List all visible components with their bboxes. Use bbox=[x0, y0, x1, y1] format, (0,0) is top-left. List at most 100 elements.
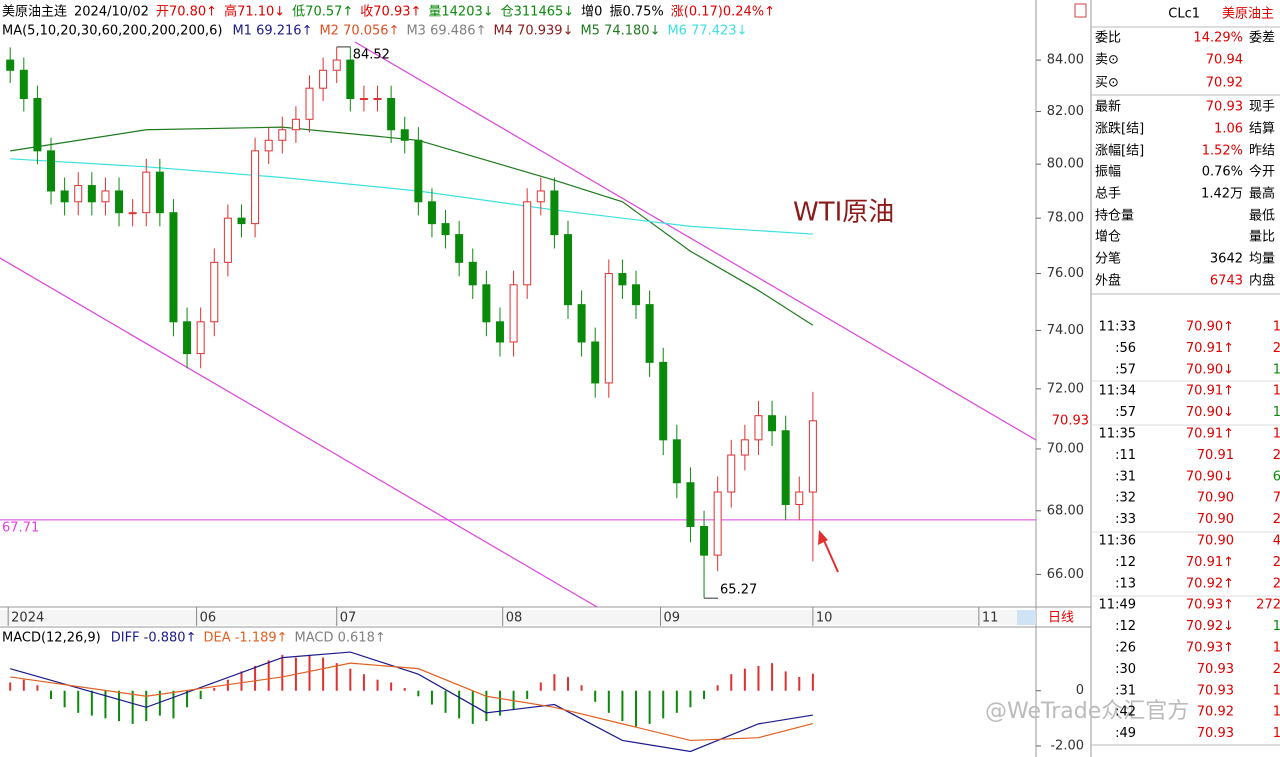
y-tick-label: 84.00 bbox=[1047, 53, 1084, 68]
window-icon[interactable] bbox=[1074, 3, 1087, 18]
scroll-thumb[interactable] bbox=[1017, 610, 1036, 625]
trade-volume: 2 bbox=[1273, 512, 1280, 527]
legend-item: MACD 0.618↑ bbox=[295, 631, 386, 646]
candle-body bbox=[727, 454, 736, 493]
trade-price: 70.91↑ bbox=[1186, 384, 1234, 399]
y-tick-label: 76.00 bbox=[1047, 266, 1084, 281]
candle-body bbox=[223, 217, 232, 263]
candle-body bbox=[577, 304, 586, 343]
trade-volume: 1 bbox=[1273, 641, 1280, 656]
trade-time: :12 bbox=[1115, 555, 1136, 570]
candle-body bbox=[74, 185, 83, 203]
x-tick-label: 07 bbox=[340, 611, 357, 626]
candle-body bbox=[455, 234, 464, 263]
candle-body bbox=[33, 98, 42, 152]
candle-body bbox=[700, 526, 709, 556]
candle-body bbox=[632, 284, 641, 306]
y-tick-label: 74.00 bbox=[1047, 323, 1084, 338]
trade-volume: 1 bbox=[1273, 405, 1280, 420]
trade-volume: 2 bbox=[1273, 555, 1280, 570]
trade-price: 70.93↑ bbox=[1186, 641, 1234, 656]
candle-body bbox=[6, 59, 15, 71]
quote-value: 0.76% bbox=[1202, 165, 1243, 180]
candle-body bbox=[101, 190, 110, 203]
legend-item: 涨(0.17)0.24%↑ bbox=[671, 5, 775, 20]
legend-item: 高71.10↓ bbox=[224, 4, 285, 20]
trade-price: 70.91↑ bbox=[1186, 341, 1234, 356]
quote-label2: 内盘 bbox=[1249, 273, 1275, 289]
candle-body bbox=[509, 284, 518, 343]
macd-tick-label: 0 bbox=[1076, 683, 1084, 698]
trade-time: :42 bbox=[1115, 705, 1136, 720]
quote-value: 70.93 bbox=[1206, 100, 1243, 115]
x-tick-label: 08 bbox=[506, 611, 523, 626]
trade-price: 70.90↓ bbox=[1186, 362, 1234, 377]
trade-time: 11:34 bbox=[1099, 384, 1136, 399]
trade-time: :57 bbox=[1115, 405, 1136, 420]
quote-label: 买⊙ bbox=[1095, 76, 1119, 91]
trade-time: 11:33 bbox=[1099, 320, 1136, 335]
trade-time: 11:36 bbox=[1099, 534, 1136, 549]
candle-body bbox=[808, 420, 817, 493]
high-label: 84.52 bbox=[353, 47, 390, 62]
quote-value: 70.92 bbox=[1206, 76, 1243, 91]
candle-body bbox=[251, 150, 260, 225]
quote-value: 1.42万 bbox=[1201, 187, 1243, 202]
quote-label: 分笔 bbox=[1095, 251, 1121, 267]
trade-volume: 1 bbox=[1273, 726, 1280, 741]
candle-body bbox=[672, 439, 681, 484]
quote-label2: 结算 bbox=[1249, 122, 1275, 137]
trade-price: 70.92↓ bbox=[1186, 619, 1234, 634]
legend-item: DIFF -0.880↑ bbox=[111, 631, 197, 646]
period-label[interactable]: 日线 bbox=[1048, 611, 1074, 626]
watermark: @WeTrade众汇官方 bbox=[985, 699, 1189, 724]
y-tick-label: 82.00 bbox=[1047, 104, 1084, 119]
candle-body bbox=[754, 415, 763, 441]
candle-body bbox=[183, 321, 192, 355]
trade-price: 70.91 bbox=[1197, 448, 1234, 463]
y-tick-label: 68.00 bbox=[1047, 503, 1084, 518]
candle-body bbox=[115, 190, 124, 214]
trade-volume: 1 bbox=[1273, 362, 1280, 377]
trade-volume: 1 bbox=[1273, 683, 1280, 698]
quote-label: 最新 bbox=[1095, 99, 1121, 115]
x-tick-label: 09 bbox=[664, 611, 681, 626]
candle-body bbox=[563, 234, 572, 306]
candle-body bbox=[495, 321, 504, 343]
trade-price: 70.90↓ bbox=[1186, 469, 1234, 484]
candle-body bbox=[60, 190, 69, 203]
candle-body bbox=[47, 150, 56, 192]
trade-volume: 2 bbox=[1273, 448, 1280, 463]
trade-price: 70.93 bbox=[1197, 662, 1234, 677]
trade-price: 70.92↑ bbox=[1186, 576, 1234, 591]
candle-body bbox=[795, 491, 804, 506]
quote-label: 涨幅[结] bbox=[1095, 144, 1144, 159]
quote-label: 振幅 bbox=[1095, 165, 1121, 180]
y-tick-label: 80.00 bbox=[1047, 157, 1084, 172]
quote-label2: 委差 bbox=[1249, 31, 1275, 46]
legend-item: 量14203↓ bbox=[428, 5, 493, 20]
legend-item: DEA -1.189↑ bbox=[203, 631, 287, 646]
quote-label: 持仓量 bbox=[1095, 209, 1134, 224]
candle-body bbox=[659, 361, 668, 441]
candle-body bbox=[482, 284, 491, 323]
trade-volume: 1 bbox=[1273, 705, 1280, 720]
quote-label: 外盘 bbox=[1095, 273, 1121, 289]
candle-body bbox=[427, 201, 436, 225]
trade-volume: 272 bbox=[1256, 598, 1280, 613]
trade-time: :33 bbox=[1115, 512, 1136, 527]
chart-title: WTI原油 bbox=[793, 198, 894, 228]
trade-price: 70.93 bbox=[1197, 683, 1234, 698]
x-tick-label: 2024 bbox=[11, 611, 44, 626]
x-tick-label: 11 bbox=[982, 611, 999, 626]
trade-price: 70.90↑ bbox=[1186, 320, 1234, 335]
candle-body bbox=[713, 491, 722, 556]
trade-price: 70.90 bbox=[1197, 534, 1234, 549]
candle-body bbox=[740, 439, 749, 456]
trade-time: :26 bbox=[1115, 641, 1136, 656]
legend-item: M4 70.939↓ bbox=[493, 24, 573, 39]
legend-item: 2024/10/02 bbox=[74, 5, 149, 20]
candle-body bbox=[468, 261, 477, 286]
